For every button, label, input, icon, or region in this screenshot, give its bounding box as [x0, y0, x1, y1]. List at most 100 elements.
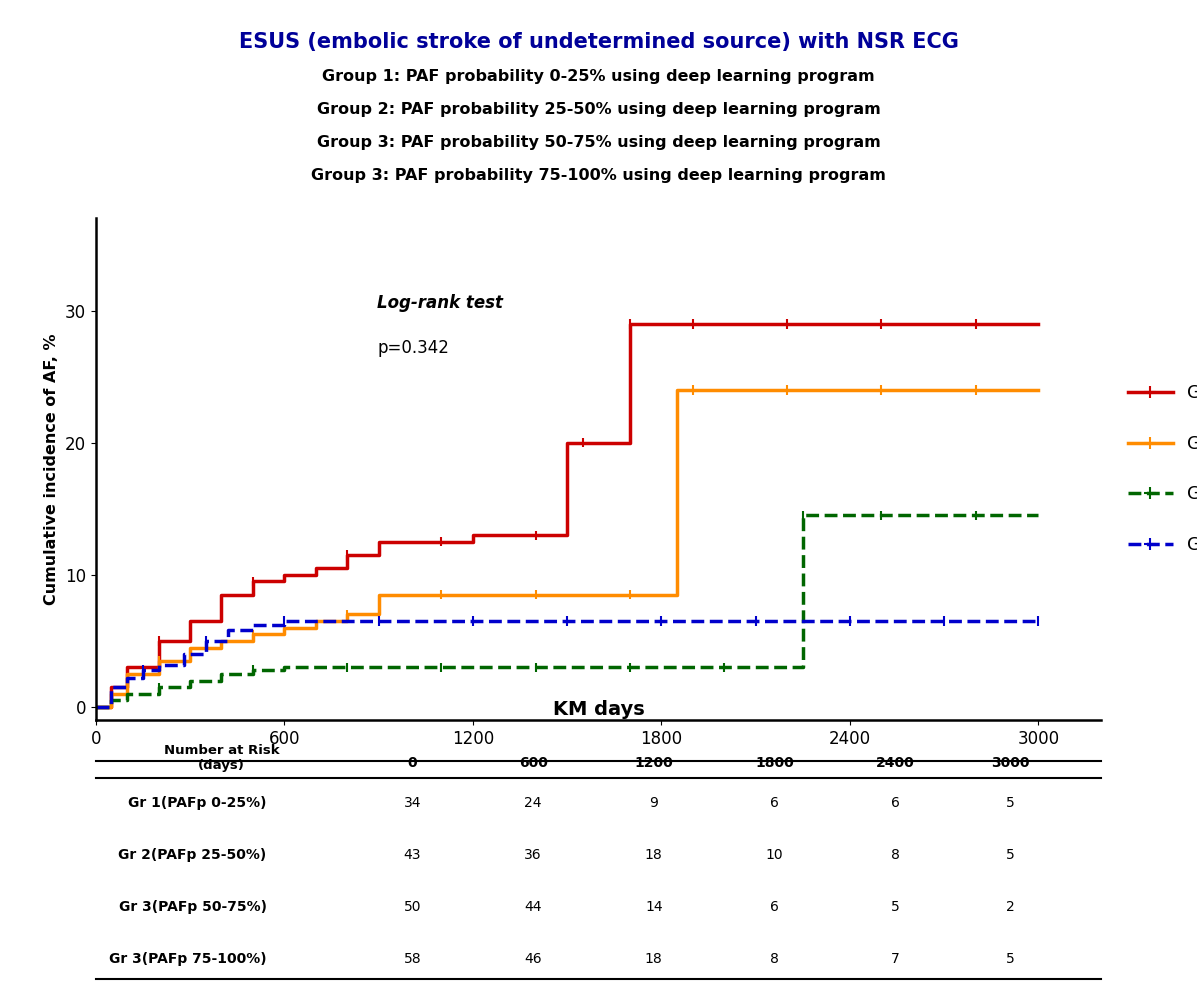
Text: 8: 8: [770, 953, 779, 967]
Gr 1: [278, 615, 292, 627]
Gr 1: [466, 615, 480, 627]
Gr 1: [999, 615, 1014, 627]
Gr 3: [340, 609, 354, 621]
Gr 4: [999, 318, 1014, 330]
Gr 3: [670, 384, 685, 396]
Gr 3: [309, 615, 323, 627]
Text: 6: 6: [891, 796, 900, 810]
Gr 4: [545, 529, 559, 541]
Gr 4: [104, 681, 119, 693]
Gr 2: [245, 664, 260, 676]
Gr 4: [780, 318, 795, 330]
Gr 4: [1031, 318, 1046, 330]
Text: 24: 24: [524, 796, 542, 810]
Gr 4: [607, 437, 621, 449]
Gr 2: [89, 701, 103, 713]
Gr 1: [812, 615, 826, 627]
Text: Gr 3(PAFp 50-75%): Gr 3(PAFp 50-75%): [119, 900, 267, 914]
Gr 4: [120, 661, 134, 673]
Gr 2: [591, 661, 606, 673]
Gr 2: [214, 668, 229, 680]
Gr 4: [622, 318, 637, 330]
Gr 4: [214, 589, 229, 601]
Text: 2: 2: [1007, 900, 1015, 914]
Gr 4: [497, 529, 511, 541]
Gr 4: [560, 437, 575, 449]
Text: Number at Risk
(days): Number at Risk (days): [164, 743, 279, 772]
Gr 2: [780, 661, 795, 673]
Gr 2: [622, 661, 637, 673]
Text: 1200: 1200: [634, 756, 673, 770]
Text: Gr 2(PAFp 25-50%): Gr 2(PAFp 25-50%): [119, 848, 267, 862]
Text: 6: 6: [770, 900, 779, 914]
Gr 4: [812, 318, 826, 330]
Gr 4: [529, 529, 543, 541]
Gr 4: [278, 568, 292, 580]
Gr 1: [151, 659, 165, 671]
Text: ESUS (embolic stroke of undetermined source) with NSR ECG: ESUS (embolic stroke of undetermined sou…: [238, 32, 959, 52]
Gr 3: [999, 384, 1014, 396]
Gr 1: [435, 615, 449, 627]
Gr 3: [591, 589, 606, 601]
Text: Group 1: PAF probability 0-25% using deep learning program: Group 1: PAF probability 0-25% using dee…: [322, 68, 875, 83]
Gr 1: [135, 664, 150, 676]
Gr 2: [278, 661, 292, 673]
Gr 2: [120, 688, 134, 700]
Gr 4: [638, 318, 652, 330]
Gr 4: [183, 615, 198, 627]
Text: 2400: 2400: [876, 756, 915, 770]
Gr 4: [968, 318, 983, 330]
Gr 2: [466, 661, 480, 673]
Gr 1: [120, 672, 134, 684]
Text: 46: 46: [524, 953, 542, 967]
Gr 2: [497, 661, 511, 673]
Text: 36: 36: [524, 848, 542, 862]
Gr 3: [968, 384, 983, 396]
Gr 2: [435, 661, 449, 673]
Gr 4: [151, 635, 165, 647]
Text: 14: 14: [645, 900, 663, 914]
Line: Gr 2: Gr 2: [96, 515, 1038, 707]
Text: 9: 9: [649, 796, 658, 810]
Gr 2: [371, 661, 385, 673]
Text: Gr 3(PAFp 75-100%): Gr 3(PAFp 75-100%): [109, 953, 267, 967]
Text: KM days: KM days: [553, 700, 644, 718]
Gr 4: [435, 536, 449, 548]
Gr 2: [717, 661, 731, 673]
Gr 3: [717, 384, 731, 396]
Text: 18: 18: [645, 953, 663, 967]
Gr 4: [654, 318, 668, 330]
Text: 3000: 3000: [991, 756, 1029, 770]
Gr 4: [905, 318, 919, 330]
Gr 2: [654, 661, 668, 673]
Gr 1: [199, 635, 213, 647]
Gr 3: [905, 384, 919, 396]
Gr 2: [340, 661, 354, 673]
Gr 4: [937, 318, 952, 330]
Gr 4: [340, 549, 354, 561]
Gr 3: [466, 589, 480, 601]
Gr 4: [371, 536, 385, 548]
Legend: Gr 4, Gr 3, Gr 2, Gr 1: Gr 4, Gr 3, Gr 2, Gr 1: [1120, 377, 1197, 561]
Gr 3: [622, 589, 637, 601]
Gr 3: [402, 589, 417, 601]
Gr 3: [245, 629, 260, 641]
Gr 2: [796, 509, 810, 521]
Gr 1: [245, 619, 260, 631]
Text: 5: 5: [891, 900, 899, 914]
Gr 1: [937, 615, 952, 627]
Gr 3: [278, 622, 292, 634]
Text: 8: 8: [891, 848, 900, 862]
Gr 1: [874, 615, 888, 627]
Gr 3: [214, 635, 229, 647]
Text: p=0.342: p=0.342: [377, 339, 449, 357]
Gr 3: [654, 589, 668, 601]
Gr 4: [874, 318, 888, 330]
Gr 2: [905, 509, 919, 521]
Gr 2: [968, 509, 983, 521]
Gr 2: [402, 661, 417, 673]
Gr 3: [151, 655, 165, 667]
Gr 2: [104, 694, 119, 706]
Gr 2: [560, 661, 575, 673]
Gr 1: [177, 648, 192, 660]
